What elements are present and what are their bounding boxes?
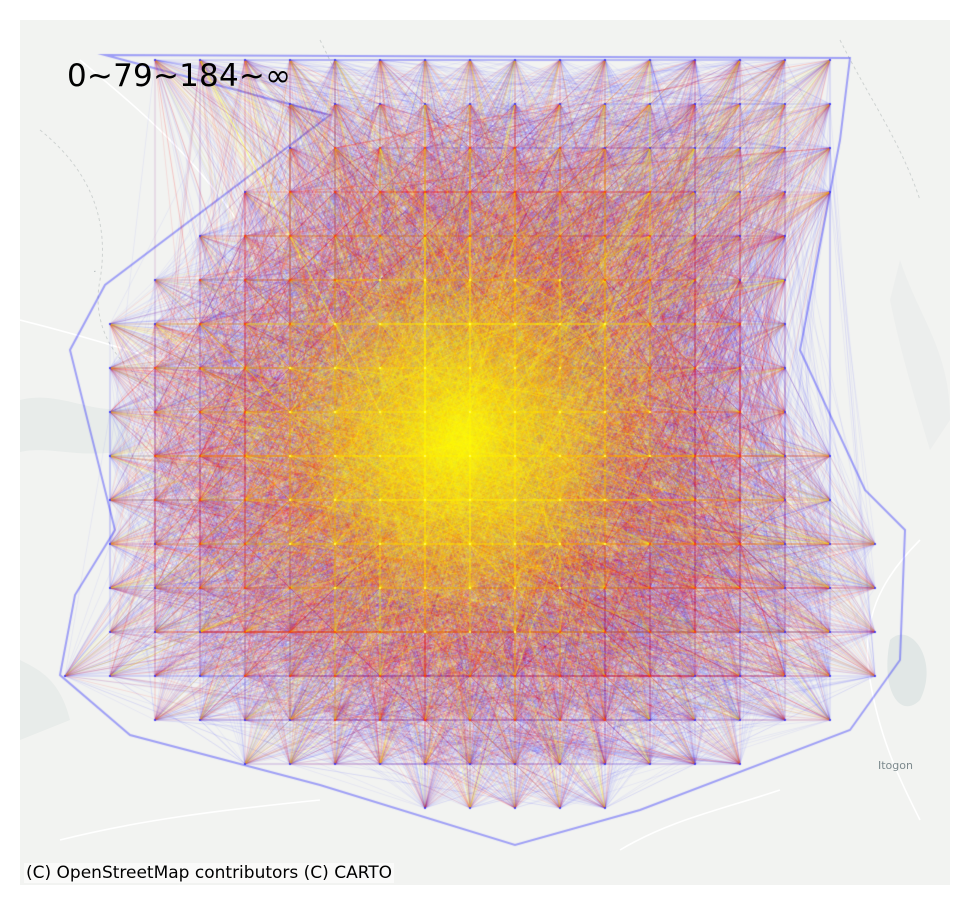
legend-label: 0~79~184~∞ — [67, 58, 292, 94]
place-label-itogon: Itogon — [878, 759, 913, 772]
flow-lines-layer — [20, 20, 950, 885]
map-view[interactable]: . 0~79~184~∞ Itogon (C) OpenStreetMap co… — [20, 20, 950, 885]
map-attribution[interactable]: (C) OpenStreetMap contributors (C) CARTO — [24, 863, 395, 883]
